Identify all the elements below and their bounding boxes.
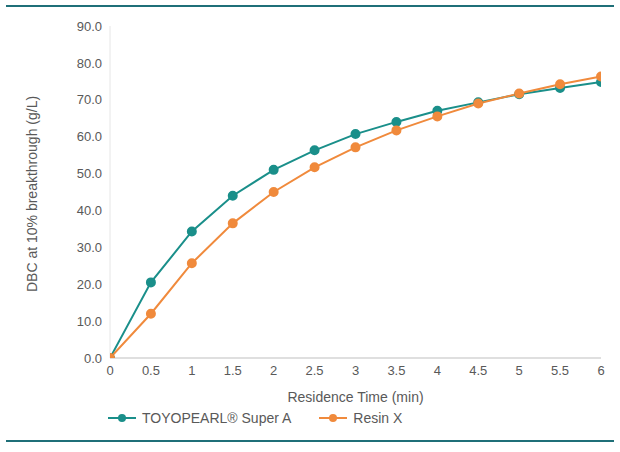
svg-text:1: 1 bbox=[188, 363, 195, 378]
svg-text:3.5: 3.5 bbox=[387, 363, 405, 378]
svg-text:90.0: 90.0 bbox=[77, 19, 102, 34]
html-text:Resin X: Resin X bbox=[353, 410, 403, 426]
svg-text:Residence Time (min): Residence Time (min) bbox=[287, 389, 423, 405]
svg-text:3: 3 bbox=[352, 363, 359, 378]
svg-text:4.5: 4.5 bbox=[469, 363, 487, 378]
svg-text:80.0: 80.0 bbox=[77, 56, 102, 71]
svg-text:DBC at 10% breakthrough (g/L): DBC at 10% breakthrough (g/L) bbox=[24, 96, 40, 292]
svg-text:50.0: 50.0 bbox=[77, 166, 102, 181]
svg-text:4: 4 bbox=[434, 363, 441, 378]
svg-text:70.0: 70.0 bbox=[77, 92, 102, 107]
svg-text:1.5: 1.5 bbox=[224, 363, 242, 378]
svg-text:40.0: 40.0 bbox=[77, 203, 102, 218]
svg-text:0: 0 bbox=[106, 363, 113, 378]
svg-text:60.0: 60.0 bbox=[77, 129, 102, 144]
html-text:TOYOPEARL® Super A: TOYOPEARL® Super A bbox=[142, 410, 292, 426]
svg-text:10.0: 10.0 bbox=[77, 314, 102, 329]
svg-text:5.5: 5.5 bbox=[551, 363, 569, 378]
svg-text:20.0: 20.0 bbox=[77, 277, 102, 292]
svg-text:0.5: 0.5 bbox=[142, 363, 160, 378]
svg-text:30.0: 30.0 bbox=[77, 240, 102, 255]
svg-text:6: 6 bbox=[597, 363, 604, 378]
svg-text:5: 5 bbox=[516, 363, 523, 378]
svg-text:2: 2 bbox=[270, 363, 277, 378]
svg-text:2.5: 2.5 bbox=[306, 363, 324, 378]
svg-text:0.0: 0.0 bbox=[84, 351, 102, 366]
